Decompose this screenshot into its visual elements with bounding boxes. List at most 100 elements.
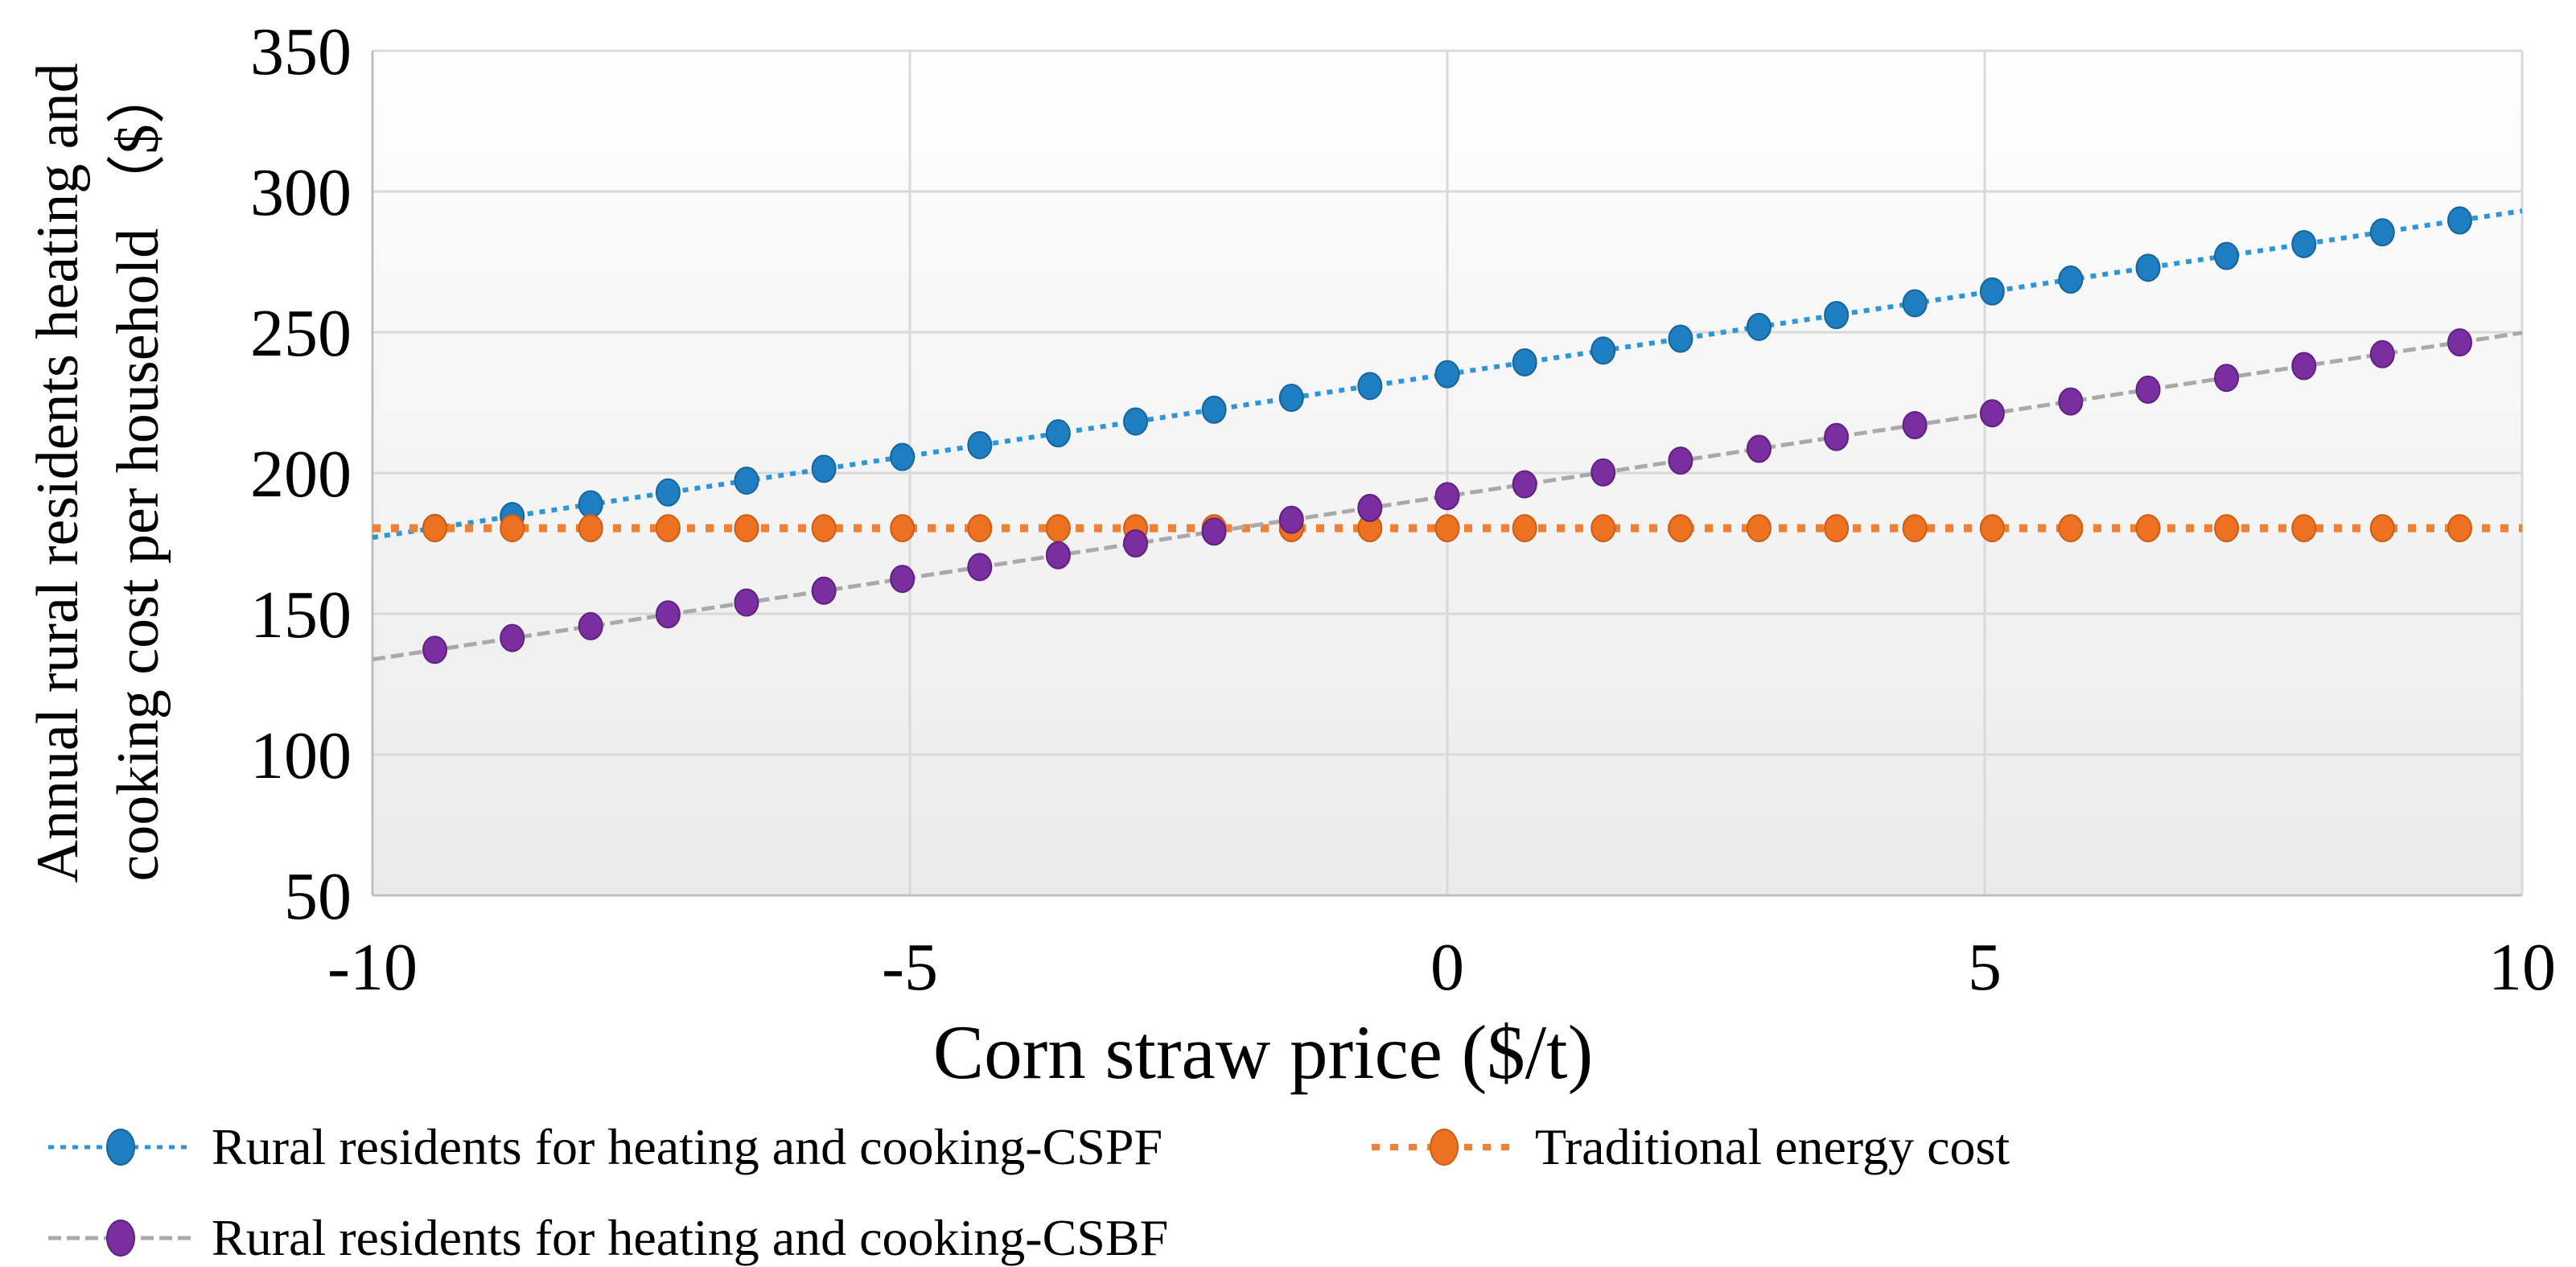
data-point-cspf bbox=[811, 455, 837, 483]
data-point-cspf bbox=[1201, 395, 1227, 424]
data-point-cspf bbox=[1746, 312, 1772, 341]
x-axis-title: Corn straw price ($/t) bbox=[932, 1010, 1594, 1095]
series-line-csbf bbox=[372, 331, 2523, 662]
data-point-cspf bbox=[1590, 336, 1616, 365]
legend-item-cspf: Rural residents for heating and cooking-… bbox=[44, 1113, 1162, 1182]
data-point-cspf bbox=[967, 430, 993, 459]
data-point-traditional bbox=[2447, 514, 2473, 543]
data-point-cspf bbox=[655, 478, 681, 507]
data-point-cspf bbox=[2135, 253, 2161, 282]
x-tick-label: 0 bbox=[1430, 930, 1464, 1005]
legend-label: Traditional energy cost bbox=[1535, 1118, 2010, 1175]
data-point-traditional bbox=[1512, 514, 1537, 543]
data-point-csbf bbox=[1746, 434, 1772, 463]
legend-item-traditional: Traditional energy cost bbox=[1368, 1113, 2010, 1182]
data-point-cspf bbox=[2447, 206, 2473, 235]
data-point-traditional bbox=[2369, 514, 2395, 543]
data-point-csbf bbox=[2447, 328, 2473, 357]
data-point-csbf bbox=[890, 565, 916, 594]
data-point-traditional bbox=[1746, 514, 1772, 543]
data-point-csbf bbox=[500, 623, 525, 652]
data-point-cspf bbox=[2369, 218, 2395, 247]
data-point-cspf bbox=[1902, 289, 1928, 318]
data-point-traditional bbox=[1434, 514, 1460, 543]
data-point-traditional bbox=[1668, 514, 1693, 543]
data-point-cspf bbox=[1278, 384, 1304, 413]
data-point-csbf bbox=[1123, 529, 1149, 557]
data-point-traditional bbox=[890, 514, 916, 543]
data-point-traditional bbox=[655, 514, 681, 543]
data-point-csbf bbox=[1824, 422, 1850, 451]
data-point-csbf bbox=[1590, 458, 1616, 487]
data-point-csbf bbox=[2058, 387, 2084, 416]
data-point-csbf bbox=[1902, 411, 1928, 439]
legend-label: Rural residents for heating and cooking-… bbox=[212, 1118, 1163, 1175]
x-tick-label: 10 bbox=[2488, 930, 2556, 1005]
y-tick-label: 50 bbox=[284, 859, 352, 934]
data-point-traditional bbox=[1902, 514, 1928, 543]
data-point-traditional bbox=[1045, 514, 1071, 543]
legend-marker-cspf-icon bbox=[48, 1129, 193, 1166]
y-tick-label: 200 bbox=[250, 437, 352, 512]
data-point-cspf bbox=[890, 442, 916, 471]
x-tick-label: -5 bbox=[882, 930, 938, 1005]
data-point-traditional bbox=[734, 514, 759, 543]
x-tick-label: -10 bbox=[327, 930, 418, 1005]
data-point-traditional bbox=[422, 514, 447, 543]
data-point-csbf bbox=[422, 636, 447, 664]
data-point-traditional bbox=[967, 514, 993, 543]
data-point-csbf bbox=[1278, 505, 1304, 534]
y-tick-label: 100 bbox=[250, 718, 352, 793]
legend-marker-csbf-icon bbox=[48, 1220, 193, 1257]
data-point-cspf bbox=[2058, 265, 2084, 294]
y-tick-label: 300 bbox=[250, 155, 352, 230]
data-point-traditional bbox=[2214, 514, 2240, 543]
data-point-cspf bbox=[1123, 407, 1149, 436]
data-point-traditional bbox=[500, 514, 525, 543]
data-point-traditional bbox=[2135, 514, 2161, 543]
data-point-cspf bbox=[1668, 324, 1693, 353]
data-point-cspf bbox=[1979, 277, 2005, 306]
y-tick-label: 350 bbox=[250, 14, 352, 89]
legend-label: Rural residents for heating and cooking-… bbox=[212, 1209, 1169, 1266]
data-point-csbf bbox=[1434, 482, 1460, 511]
legend-marker-traditional-icon bbox=[1372, 1129, 1516, 1166]
data-point-csbf bbox=[2214, 364, 2240, 393]
legend-item-csbf: Rural residents for heating and cooking-… bbox=[44, 1203, 1168, 1267]
data-point-cspf bbox=[734, 466, 759, 495]
data-point-cspf bbox=[2214, 241, 2240, 270]
data-point-traditional bbox=[578, 514, 603, 543]
data-point-cspf bbox=[2291, 229, 2317, 258]
data-point-csbf bbox=[967, 553, 993, 582]
data-point-csbf bbox=[2369, 339, 2395, 368]
y-tick-label: 150 bbox=[250, 578, 352, 652]
x-tick-label: 5 bbox=[1968, 930, 2002, 1005]
data-point-csbf bbox=[734, 588, 759, 617]
data-point-csbf bbox=[1357, 493, 1383, 522]
data-point-traditional bbox=[1979, 514, 2005, 543]
data-point-cspf bbox=[1357, 372, 1383, 401]
data-point-cspf bbox=[578, 490, 603, 519]
data-point-csbf bbox=[1045, 541, 1071, 570]
data-point-csbf bbox=[578, 611, 603, 640]
y-tick-label: 250 bbox=[250, 296, 352, 371]
data-point-cspf bbox=[1434, 360, 1460, 389]
data-point-cspf bbox=[1045, 419, 1071, 448]
data-point-traditional bbox=[2291, 514, 2317, 543]
data-point-csbf bbox=[1668, 446, 1693, 475]
data-point-csbf bbox=[1512, 470, 1537, 499]
data-point-csbf bbox=[1201, 517, 1227, 546]
data-point-csbf bbox=[2135, 375, 2161, 404]
data-point-cspf bbox=[1824, 301, 1850, 330]
data-point-traditional bbox=[1824, 514, 1850, 543]
data-point-traditional bbox=[1590, 514, 1616, 543]
data-point-cspf bbox=[1512, 348, 1537, 376]
data-point-csbf bbox=[1979, 399, 2005, 428]
data-point-traditional bbox=[2058, 514, 2084, 543]
data-point-csbf bbox=[811, 576, 837, 605]
data-point-traditional bbox=[811, 514, 837, 543]
data-point-csbf bbox=[655, 600, 681, 629]
data-point-csbf bbox=[2291, 352, 2317, 381]
